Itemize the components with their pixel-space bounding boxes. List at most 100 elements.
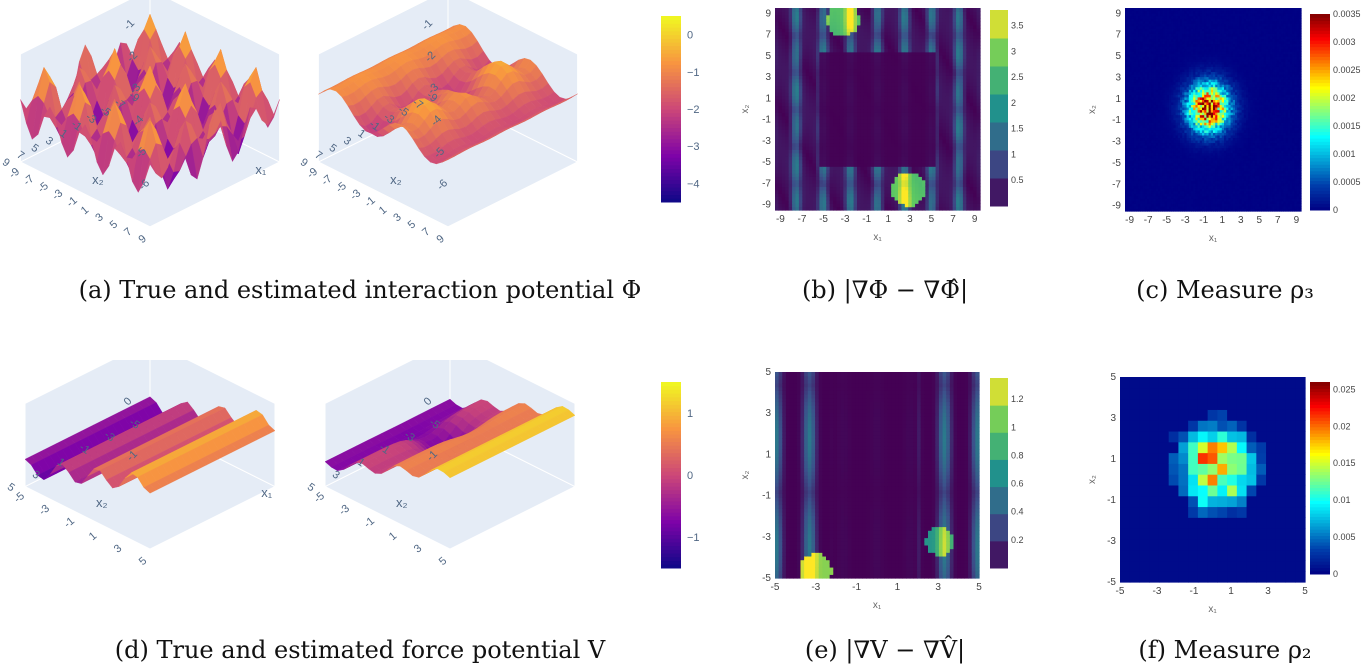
- colorbar-tick-label: 0.003: [1333, 37, 1356, 47]
- x-tick-label: 1: [58, 127, 70, 140]
- colorbar-tick-label: 0: [1333, 569, 1338, 579]
- y-tick-label: 1: [79, 204, 91, 217]
- y-tick-label: -5: [1107, 577, 1116, 588]
- y-tick-label: 7: [122, 226, 134, 239]
- x-tick-label: -5: [819, 214, 828, 225]
- colorbar-tick-label: 0.0025: [1333, 65, 1361, 75]
- x-tick-label: 5: [29, 142, 41, 155]
- y-tick-label: 5: [765, 51, 771, 62]
- x-tick-label: -5: [1116, 586, 1125, 597]
- colorbar-tick-label: −2: [687, 104, 700, 116]
- colorbar-tick-label: 0.4: [1011, 507, 1024, 517]
- caption-c: (c) Measure ρ₃: [1136, 276, 1314, 304]
- colorbar-e: [990, 378, 1008, 569]
- y-tick-label: 5: [108, 218, 120, 231]
- y-tick-label: -5: [334, 180, 349, 195]
- x-tick-label: 5: [1257, 215, 1263, 226]
- x-tick-label: -1: [862, 214, 871, 225]
- x-axis-label: x₁: [873, 600, 882, 611]
- surface-estimated-v: [323, 360, 577, 550]
- x-tick-label: -5: [771, 582, 780, 593]
- y-tick-label: 3: [112, 542, 124, 555]
- colorbar-tick-label: −1: [687, 67, 700, 79]
- y-tick-label: -1: [762, 491, 771, 502]
- x-tick-label: 1: [886, 214, 892, 225]
- y-tick-label: -3: [762, 136, 771, 147]
- y-tick-label: -9: [762, 200, 771, 211]
- y-tick-label: 3: [765, 408, 771, 419]
- y-tick-label: 1: [87, 530, 99, 543]
- x-tick-label: 1: [355, 456, 367, 469]
- colorbar-tick-label: 1: [1011, 422, 1016, 432]
- y-tick-label: 5: [1115, 51, 1121, 62]
- x-tick-label: 5: [1302, 586, 1308, 597]
- y-tick-label: -1: [362, 515, 377, 530]
- x-tick-label: 5: [327, 142, 339, 155]
- y-tick-label: -5: [762, 157, 771, 168]
- y-axis-label: x₂: [740, 104, 751, 113]
- colorbar-tick-label: 0.8: [1011, 450, 1024, 460]
- y-tick-label: -5: [12, 490, 27, 505]
- colorbar-tick-label: 1.2: [1011, 394, 1024, 404]
- colorbar-f: [1310, 382, 1330, 575]
- x-tick-label: -1: [1199, 215, 1208, 226]
- caption-d: (d) True and estimated force potential V: [114, 636, 606, 664]
- y-tick-label: -3: [37, 503, 52, 518]
- colorbar: [661, 382, 681, 569]
- colorbar-tick-label: 0.005: [1333, 532, 1356, 542]
- y-tick-label: -5: [36, 180, 51, 195]
- x-tick-label: -5: [1162, 215, 1171, 226]
- x-tick-label: -9: [776, 214, 785, 225]
- y-tick-label: -1: [362, 194, 377, 209]
- x-tick-label: 1: [55, 456, 67, 469]
- surface-estimated-phi: [317, 0, 579, 228]
- y-tick-label: 1: [387, 530, 399, 543]
- x-tick-label: -9: [1125, 215, 1134, 226]
- y-axis-label: x₂: [396, 495, 408, 510]
- x-tick-label: 5: [976, 582, 982, 593]
- y-tick-label: 3: [93, 211, 105, 224]
- caption-e: (e) |∇V − ∇V̂|: [804, 636, 966, 664]
- colorbar-tick-label: 0: [687, 30, 693, 42]
- chart-b-heatmap: -9 -7 -5 -3 -1 1 3 5 7 9 -9 -7 -5 -3 -1 1 3 5 7 9 x₁ x₂ 0.5 1 1.…: [740, 8, 1024, 243]
- x-tick-label: 7: [312, 149, 324, 162]
- colorbar-tick-label: 1: [1011, 149, 1016, 159]
- colorbar-tick-label: 0.0035: [1333, 9, 1361, 19]
- y-tick-label: -7: [319, 173, 334, 188]
- x-tick-label: 1: [356, 127, 368, 140]
- y-tick-label: -7: [1112, 179, 1121, 190]
- x-axis-label: x₁: [261, 485, 273, 500]
- colorbar-tick-label: 0.2: [1011, 535, 1024, 545]
- colorbar-c: [1310, 14, 1330, 211]
- colorbar-tick-label: 3.5: [1011, 20, 1024, 30]
- colorbar-tick-label: 1.5: [1011, 124, 1024, 134]
- y-tick-label: -3: [337, 503, 352, 518]
- x-tick-label: 3: [43, 135, 55, 148]
- y-tick-label: -5: [762, 573, 771, 584]
- colorbar-tick-label: 0.5: [1011, 175, 1024, 185]
- y-tick-label: -3: [50, 187, 65, 202]
- y-axis-label: x₂: [1087, 475, 1098, 484]
- x-tick-label: 3: [935, 582, 941, 593]
- chart-c-heatmap: -9 -7 -5 -3 -1 1 3 5 7 9 -9 -7 -5 -3 -1 1 3 5 7 9 x₁ x₂ 0 0.000…: [1087, 8, 1361, 244]
- chart-a-surfaces: 97531-1-3-5-7-997531-1-3-5-7-90-1-2-3-4-…: [0, 0, 700, 246]
- colorbar-tick-label: 2.5: [1011, 72, 1024, 82]
- chart-d-surfaces: 531-1-3-5531-1-3-510-1x₁x₂531-1-3-5531-1…: [5, 360, 700, 569]
- y-tick-label: -5: [312, 490, 327, 505]
- x-tick-label: -7: [1144, 215, 1153, 226]
- y-tick-label: 7: [420, 226, 432, 239]
- y-tick-label: 9: [765, 8, 771, 19]
- y-tick-label: 5: [765, 367, 771, 378]
- x-tick-label: -1: [1190, 586, 1199, 597]
- surface-true-phi: [19, 0, 281, 228]
- y-tick-label: -9: [305, 166, 320, 181]
- y-axis-label: x₂: [390, 172, 402, 187]
- colorbar-tick-label: −1: [687, 532, 700, 544]
- heatmap-cells-e: [775, 372, 980, 579]
- x-tick-label: -3: [1181, 215, 1190, 226]
- y-tick-label: 9: [1115, 8, 1121, 19]
- y-tick-label: 1: [1110, 454, 1116, 465]
- y-tick-label: 7: [1115, 30, 1121, 41]
- y-tick-label: -1: [62, 515, 77, 530]
- x-tick-label: 9: [1294, 215, 1300, 226]
